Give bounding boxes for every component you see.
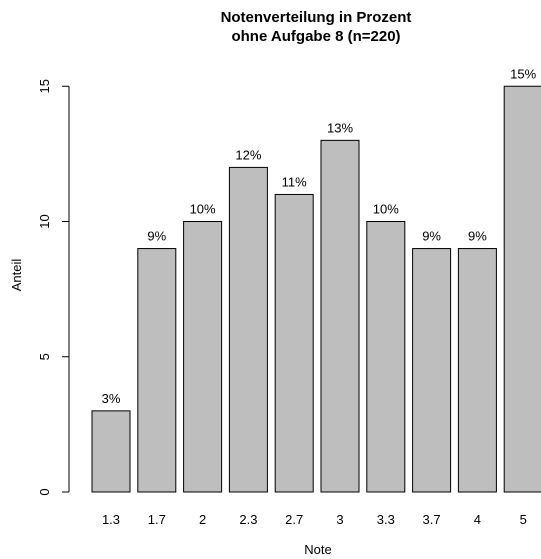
y-tick-label: 15	[37, 79, 52, 93]
bar-value-label: 12%	[235, 147, 261, 162]
x-axis-label: Note	[304, 542, 331, 557]
x-tick-label: 1.3	[102, 512, 120, 527]
bar-value-label: 9%	[468, 229, 487, 244]
x-tick-label: 3.7	[423, 512, 441, 527]
bar-value-label: 9%	[422, 229, 441, 244]
bar-value-label: 13%	[327, 120, 353, 135]
bar-value-label: 9%	[147, 229, 166, 244]
bar-value-label: 10%	[190, 202, 216, 217]
x-tick-label: 2.7	[285, 512, 303, 527]
x-tick-label: 3.3	[377, 512, 395, 527]
chart-subtitle: ohne Aufgabe 8 (n=220)	[231, 28, 400, 45]
bar-value-label: 15%	[510, 66, 536, 81]
bar	[137, 248, 177, 493]
y-tick-label: 5	[37, 353, 52, 360]
y-tick-label: 0	[37, 488, 52, 495]
bar	[457, 248, 497, 493]
y-axis-label: Anteil	[9, 259, 24, 292]
bar-value-label: 10%	[373, 202, 399, 217]
bar	[228, 166, 268, 493]
x-tick-label: 1.7	[148, 512, 166, 527]
data-labels: 3% 9% 10% 12% 11% 13% 10% 9% 9% 15%	[102, 66, 537, 406]
y-tick-label: 10	[37, 214, 52, 228]
y-axis: 0 5 10 15	[37, 79, 70, 496]
chart-title: Notenverteilung in Prozent	[221, 9, 412, 26]
bar	[503, 85, 541, 493]
bar	[183, 221, 223, 493]
bar	[274, 193, 314, 493]
bar-value-label: 11%	[282, 174, 307, 189]
x-tick-label: 2.3	[239, 512, 257, 527]
bars	[91, 85, 541, 493]
bar	[366, 221, 406, 493]
bar	[91, 410, 131, 493]
x-tick-labels: 1.3 1.7 2 2.3 2.7 3 3.3 3.7 4 5	[102, 512, 527, 527]
bar-value-label: 3%	[102, 391, 121, 406]
x-tick-label: 3	[336, 512, 343, 527]
bar	[412, 248, 452, 493]
x-tick-label: 2	[199, 512, 206, 527]
x-tick-label: 5	[520, 512, 527, 527]
bar	[320, 139, 360, 493]
x-tick-label: 4	[474, 512, 481, 527]
